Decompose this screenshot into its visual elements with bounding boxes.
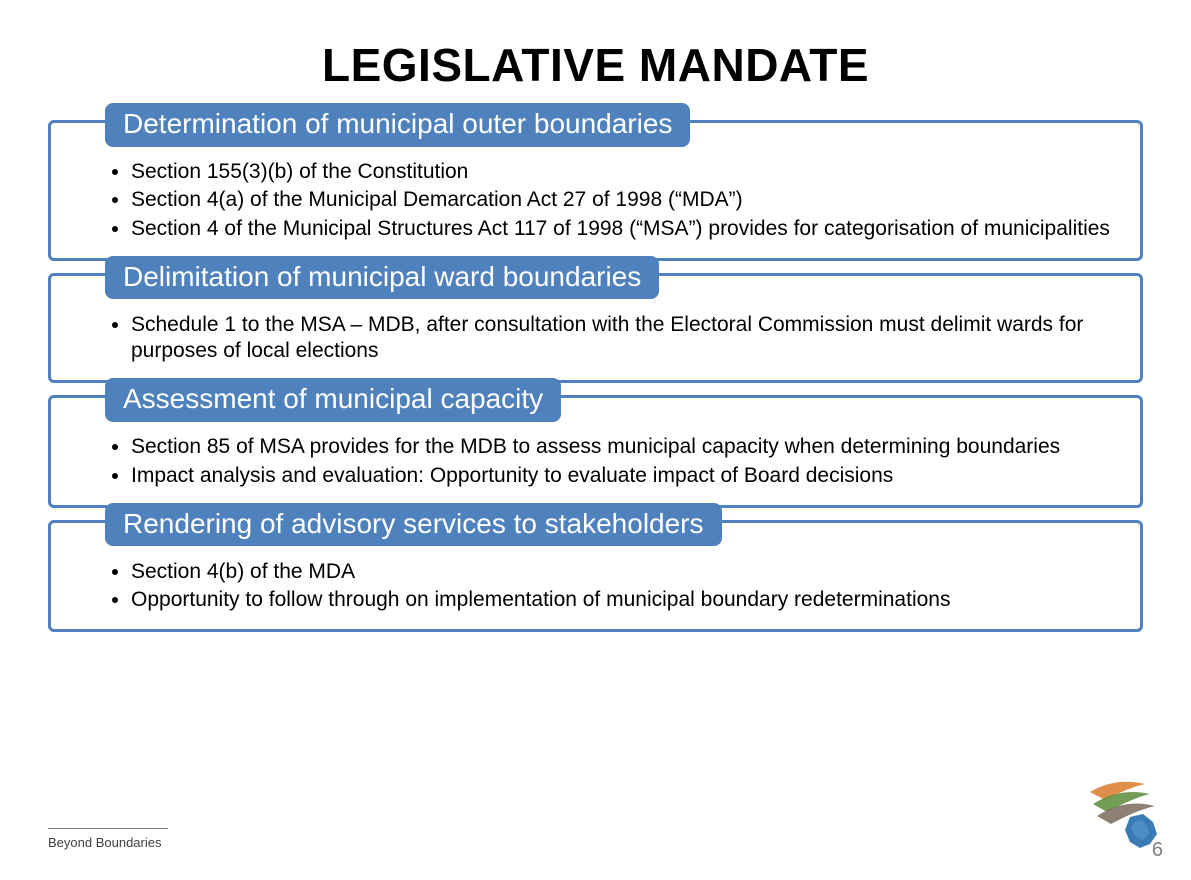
section-header-1: Delimitation of municipal ward boundarie… [105, 256, 659, 300]
section-box-2: Assessment of municipal capacity Section… [48, 395, 1143, 508]
footer: Beyond Boundaries [48, 828, 168, 850]
section-header-2: Assessment of municipal capacity [105, 378, 561, 422]
bullet-list-0: Section 155(3)(b) of the Constitution Se… [111, 159, 1116, 242]
bullet-item: Section 155(3)(b) of the Constitution [131, 159, 1116, 185]
bullet-item: Opportunity to follow through on impleme… [131, 587, 1116, 613]
slide: LEGISLATIVE MANDATE Determination of mun… [0, 38, 1191, 880]
footer-divider [48, 828, 168, 829]
bullet-item: Section 4 of the Municipal Structures Ac… [131, 216, 1116, 242]
sections-container: Determination of municipal outer boundar… [0, 120, 1191, 632]
slide-title: LEGISLATIVE MANDATE [0, 38, 1191, 92]
bullet-item: Section 85 of MSA provides for the MDB t… [131, 434, 1116, 460]
bullet-list-3: Section 4(b) of the MDA Opportunity to f… [111, 559, 1116, 614]
logo-icon [1085, 772, 1175, 852]
bullet-item: Impact analysis and evaluation: Opportun… [131, 463, 1116, 489]
bullet-item: Schedule 1 to the MSA – MDB, after consu… [131, 312, 1116, 365]
bullet-item: Section 4(a) of the Municipal Demarcatio… [131, 187, 1116, 213]
bullet-item: Section 4(b) of the MDA [131, 559, 1116, 585]
footer-text: Beyond Boundaries [48, 835, 161, 850]
bullet-list-1: Schedule 1 to the MSA – MDB, after consu… [111, 312, 1116, 365]
section-box-0: Determination of municipal outer boundar… [48, 120, 1143, 261]
section-header-0: Determination of municipal outer boundar… [105, 103, 690, 147]
bullet-list-2: Section 85 of MSA provides for the MDB t… [111, 434, 1116, 489]
section-box-3: Rendering of advisory services to stakeh… [48, 520, 1143, 633]
section-box-1: Delimitation of municipal ward boundarie… [48, 273, 1143, 384]
section-header-3: Rendering of advisory services to stakeh… [105, 503, 722, 547]
